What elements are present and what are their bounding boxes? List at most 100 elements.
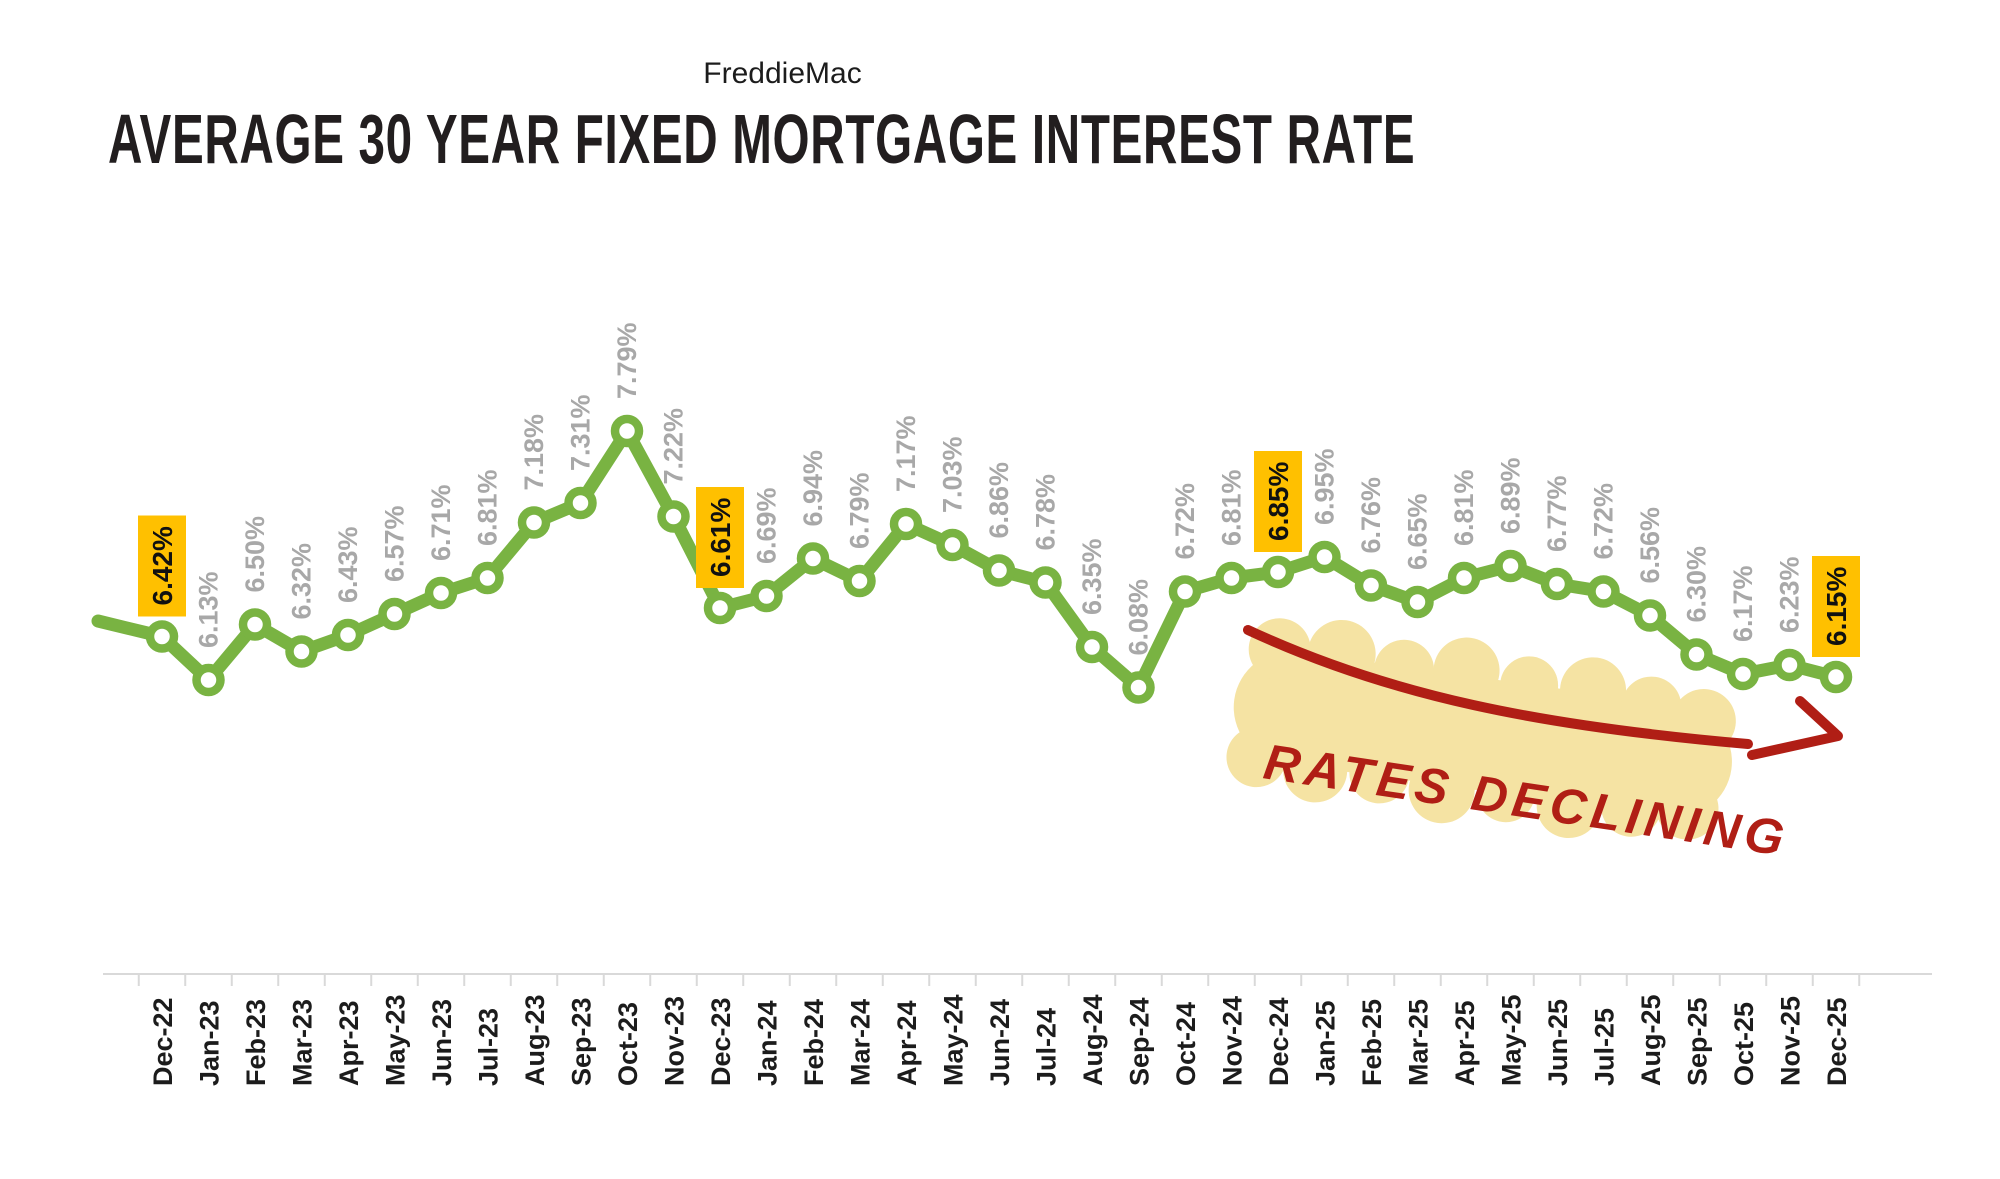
data-label-highlighted: 6.15% [1821,567,1852,646]
data-label: 6.81% [473,469,503,546]
x-axis-label: Sep-23 [567,997,597,1086]
highlight-box [138,515,186,617]
data-label: 6.81% [1449,469,1479,546]
x-axis-label: Dec-24 [1264,997,1294,1086]
data-point-marker [889,507,923,541]
data-label: 6.72% [1589,483,1619,560]
data-label-highlighted: 6.61% [705,498,736,577]
data-point-marker [1680,638,1713,671]
data-point-marker [1726,657,1760,691]
data-label: 6.50% [240,516,270,593]
x-axis-label: Oct-24 [1171,1002,1201,1086]
x-axis-label: May-23 [381,994,411,1086]
data-label: 6.69% [752,487,782,564]
data-label: 6.81% [1217,469,1247,546]
x-axis-label: Feb-23 [241,999,271,1086]
data-label-highlighted: 6.42% [147,526,178,605]
data-label: 7.22% [659,408,689,485]
blob-scallop [1621,676,1682,737]
data-point-marker [1215,561,1248,595]
data-label: 7.03% [938,436,968,513]
data-label: 7.79% [612,322,642,399]
data-point-marker [1494,549,1527,583]
data-label: 6.57% [380,505,410,582]
data-label: 6.30% [1682,546,1712,623]
data-label: 6.77% [1542,475,1572,552]
data-label: 6.79% [845,472,875,549]
x-axis-label: Dec-22 [148,997,178,1086]
x-axis-label: Jul-25 [1590,1008,1620,1086]
blob-scallop [1433,637,1500,704]
data-point-marker [1029,566,1062,599]
x-axis-label: Mar-23 [288,999,318,1086]
data-point-marker [1447,561,1481,595]
data-point-marker [1075,630,1109,664]
data-point-marker [1354,569,1388,602]
x-axis-label: Nov-24 [1218,996,1248,1086]
blob-scallop [1226,727,1287,788]
data-point-marker [1819,660,1853,694]
blob-scallop [1349,743,1410,804]
x-axis-label: Feb-25 [1357,999,1387,1086]
data-point-marker [1401,585,1434,619]
blob-scallop [1500,656,1559,715]
data-label: 7.31% [566,394,596,471]
data-point-marker [703,591,737,625]
chart-source-label: FreddieMac [703,57,862,90]
data-label: 6.94% [798,450,828,527]
data-point-marker [657,500,690,533]
blob-scallop [1408,757,1475,824]
highlight-box [696,487,744,588]
data-label: 6.72% [1170,483,1200,560]
data-point-marker [750,579,783,613]
blob-scallop [1601,776,1662,837]
x-axis-label: Dec-23 [706,997,736,1086]
data-label: 7.17% [891,415,921,492]
data-label-highlighted: 6.85% [1263,462,1294,541]
x-axis-label: Jul-23 [474,1008,504,1086]
x-axis-label: Mar-25 [1404,999,1434,1086]
x-axis-label: Oct-23 [613,1002,643,1086]
data-label: 7.18% [519,414,549,491]
x-axis-label: Nov-23 [660,996,690,1086]
data-point-marker [936,528,969,562]
x-axis-label: Feb-24 [799,999,829,1086]
x-axis-label: Aug-24 [1078,994,1108,1086]
x-axis-label: Nov-25 [1776,996,1806,1086]
x-axis-label: Jun-25 [1543,999,1573,1086]
data-point-marker [471,561,504,595]
data-label: 6.23% [1775,556,1805,633]
x-axis-label: Jan-23 [195,1000,225,1086]
data-point-marker [331,618,365,652]
data-point-marker [982,554,1016,587]
rates-declining-arrow-icon [1243,625,1843,760]
data-point-marker [145,620,179,653]
x-axis-label: May-24 [939,994,969,1086]
data-point-marker [1168,575,1202,608]
x-axis-label: Sep-25 [1683,997,1713,1086]
data-label: 6.17% [1728,565,1758,642]
data-label: 6.71% [426,484,456,561]
data-label: 6.65% [1403,493,1433,570]
x-axis-label: Aug-23 [520,994,550,1086]
x-axis-label: Jul-24 [1032,1008,1062,1086]
x-axis-label: Jun-24 [985,999,1015,1086]
data-point-marker [1308,540,1341,574]
data-point-marker [796,542,830,575]
data-point-marker [517,506,551,539]
data-label: 6.95% [1310,448,1340,525]
blob-scallop [1283,738,1348,803]
data-point-marker [1587,575,1620,608]
page-title: AVERAGE 30 YEAR FIXED MORTGAGE INTEREST … [108,100,1416,178]
highlight-box [1812,556,1860,657]
data-point-marker [285,635,318,668]
data-label: 6.08% [1124,579,1154,656]
data-label: 6.78% [1031,474,1061,551]
x-axis-label: Aug-25 [1636,994,1666,1086]
data-point-marker [192,663,225,697]
x-axis-label: Apr-24 [892,1000,922,1086]
data-point-marker [1773,648,1806,682]
x-axis-label: Dec-25 [1822,997,1852,1086]
blob-scallop [1656,777,1719,840]
